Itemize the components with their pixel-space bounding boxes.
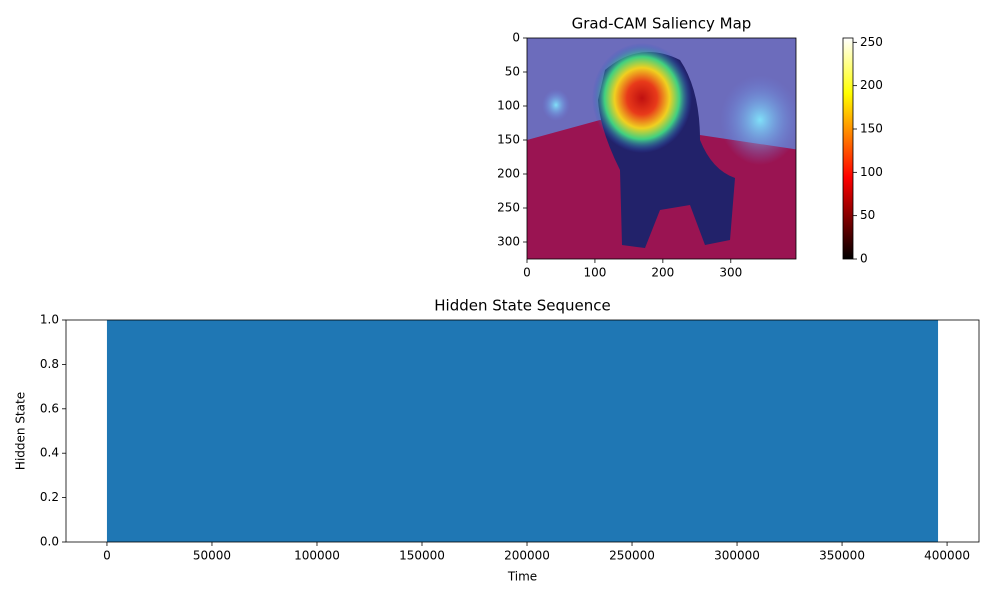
x-tick-label: 100000 [294, 549, 340, 563]
colorbar-tick-label: 200 [860, 78, 883, 92]
chart-title: Grad-CAM Saliency Map [572, 15, 752, 33]
y-axis-label: Hidden State [14, 392, 28, 470]
x-axis-label: Time [507, 570, 537, 584]
x-tick-label: 0 [103, 549, 111, 563]
colorbar-tick-label: 50 [860, 208, 875, 222]
y-tick-label: 1.0 [40, 313, 59, 327]
x-tick-label: 50000 [193, 549, 231, 563]
colorbar-tick-label: 100 [860, 165, 883, 179]
y-tick-label: 0 [512, 31, 520, 45]
x-tick-label: 150000 [399, 549, 445, 563]
y-tick-label: 100 [497, 99, 520, 113]
chart-title: Hidden State Sequence [434, 297, 610, 315]
area [106, 320, 939, 542]
colorbar-tick-label: 0 [860, 252, 868, 266]
saliency-image [527, 38, 796, 259]
colorbar [842, 37, 854, 260]
colorbar-tick-label: 150 [860, 122, 883, 136]
y-tick-label: 0.0 [40, 535, 59, 549]
y-tick-label: 0.8 [40, 357, 59, 371]
y-tick-label: 0.4 [40, 446, 59, 460]
x-tick-label: 350000 [819, 549, 865, 563]
y-tick-label: 150 [497, 133, 520, 147]
y-tick-label: 0.6 [40, 401, 59, 415]
y-tick-label: 50 [505, 65, 520, 79]
colorbar-tick-label: 250 [860, 35, 883, 49]
x-tick-label: 100 [583, 266, 606, 280]
x-tick-label: 200 [651, 266, 674, 280]
y-tick-label: 0.2 [40, 490, 59, 504]
y-tick-label: 200 [497, 167, 520, 181]
x-tick-label: 200000 [504, 549, 550, 563]
x-tick-label: 300000 [714, 549, 760, 563]
x-tick-label: 250000 [609, 549, 655, 563]
y-tick-label: 250 [497, 201, 520, 215]
axes-frame [526, 37, 797, 260]
x-tick-label: 300 [719, 266, 742, 280]
x-tick-label: 0 [523, 266, 531, 280]
axes-frame [65, 319, 980, 543]
x-tick-label: 400000 [924, 549, 970, 563]
y-tick-label: 300 [497, 235, 520, 249]
